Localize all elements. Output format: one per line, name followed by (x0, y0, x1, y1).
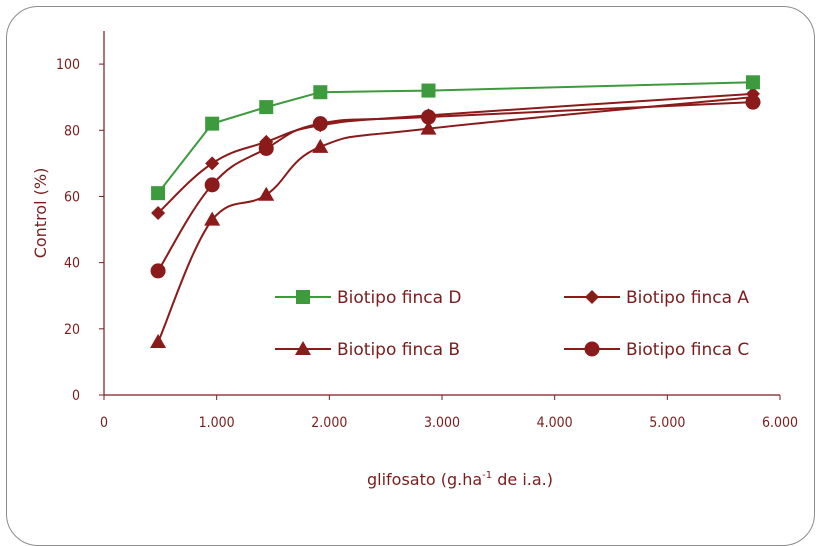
x-axis-label-tail: de i.a.) (492, 470, 553, 489)
legend-item: Biotipo finca A (564, 288, 749, 308)
x-tick-label: 1.000 (199, 415, 235, 431)
data-point (259, 134, 274, 149)
legend-item: Biotipo finca D (275, 288, 462, 308)
x-tick-label: 6.000 (762, 415, 798, 431)
y-axis-label: Control (%) (31, 168, 50, 259)
x-tick-label: 2.000 (311, 415, 347, 431)
series-diamond (151, 86, 760, 220)
legend-marker (584, 341, 600, 357)
data-point (745, 86, 760, 101)
data-point (151, 206, 166, 220)
data-point (259, 100, 274, 115)
data-point (313, 85, 328, 100)
data-point (421, 83, 436, 98)
data-point (745, 94, 761, 110)
legend-marker (585, 290, 599, 304)
y-tick-label: 40 (64, 256, 80, 272)
data-point (150, 334, 167, 349)
x-axis-label-main: glifosato (g.ha (367, 470, 482, 489)
data-point (204, 211, 221, 226)
data-point (312, 138, 329, 153)
data-point (745, 75, 760, 90)
series-triangle (150, 89, 761, 349)
tick-labels: 0 20 40 60 80 100 0 1.000 2.000 3.000 4.000 5.000 6.… (56, 57, 798, 431)
plot-area (150, 75, 761, 349)
y-tick-label: 60 (64, 189, 80, 205)
series-line (157, 101, 754, 272)
y-tick-label: 0 (72, 388, 80, 404)
legend-item: Biotipo finca B (275, 340, 460, 360)
series-line (157, 92, 754, 214)
legend: Biotipo finca D Biotipo finca A Biotipo fi… (275, 288, 749, 360)
data-point (150, 263, 166, 279)
legend-label: Biotipo finca D (337, 288, 462, 308)
series-circle (150, 94, 761, 279)
x-axis-label-superscript: -1 (482, 470, 492, 481)
x-tick-label: 4.000 (537, 415, 573, 431)
x-tick-label: 3.000 (424, 415, 460, 431)
data-point (421, 108, 436, 123)
y-tick-label: 100 (56, 57, 80, 73)
legend-marker (295, 341, 311, 355)
data-point (205, 156, 220, 171)
data-point (313, 118, 328, 133)
chart: 0 20 40 60 80 100 0 1.000 2.000 3.000 4.000 5.000 6.… (31, 31, 798, 489)
legend-label: Biotipo finca A (626, 288, 749, 308)
legend-label: Biotipo finca C (626, 340, 749, 360)
x-tick-label: 5.000 (649, 415, 685, 431)
data-point (151, 186, 166, 201)
data-point (204, 177, 220, 193)
series-square (151, 75, 760, 201)
x-tick-label: 0 (100, 415, 108, 431)
y-tick-label: 80 (64, 123, 80, 139)
legend-item: Biotipo finca C (564, 340, 749, 360)
y-tick-label: 20 (64, 322, 80, 338)
series-line (157, 81, 753, 194)
data-point (258, 186, 275, 201)
data-point (205, 116, 220, 131)
axes (99, 31, 781, 400)
legend-marker (296, 290, 310, 304)
x-axis-label: glifosato (g.ha-1 de i.a.) (367, 470, 553, 489)
data-point (420, 120, 437, 135)
legend-label: Biotipo finca B (337, 340, 460, 360)
